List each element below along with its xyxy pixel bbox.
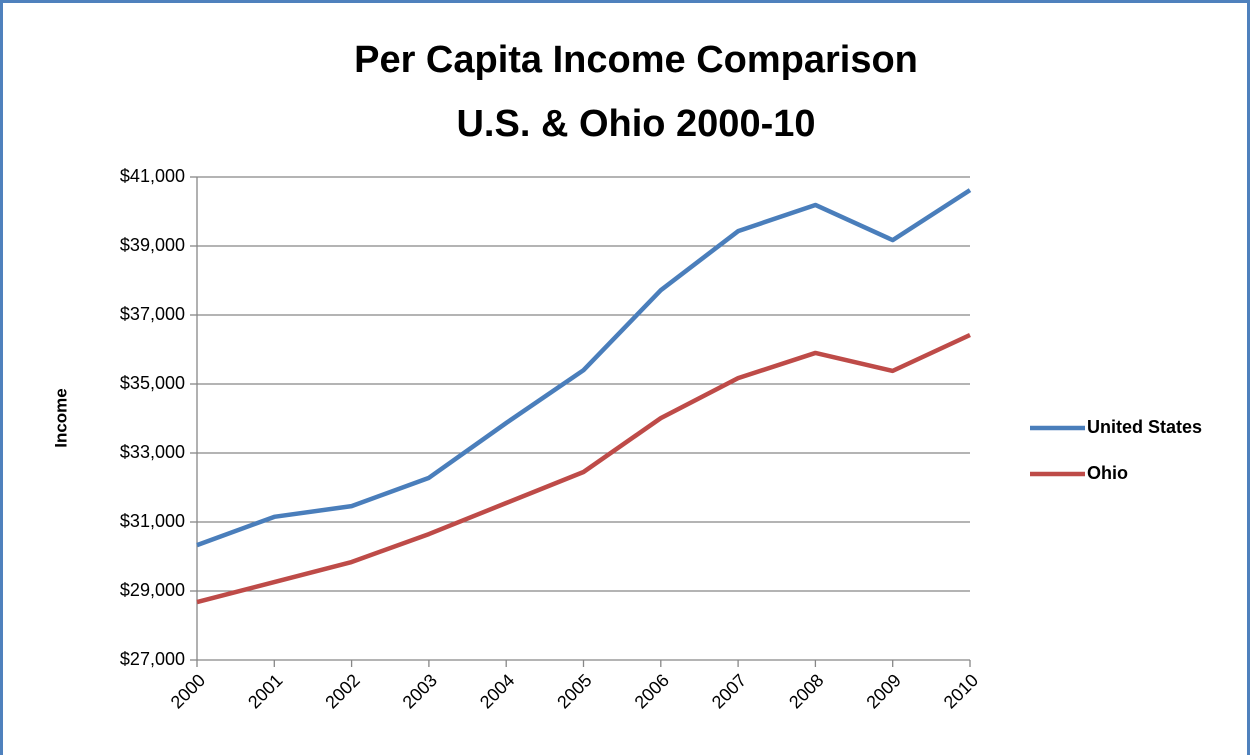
y-tick-label: $35,000 (120, 373, 185, 393)
y-tick-label: $31,000 (120, 511, 185, 531)
y-tick-label: $33,000 (120, 442, 185, 462)
y-tick-label: $41,000 (120, 166, 185, 186)
y-tick-label: $39,000 (120, 235, 185, 255)
series-line (196, 188, 972, 548)
legend-label: United States (1087, 417, 1202, 437)
legend-label: Ohio (1087, 463, 1128, 483)
y-axis-label: Income (51, 388, 70, 448)
chart-title: Per Capita Income Comparison (354, 39, 918, 81)
series-line (196, 332, 971, 605)
chart-title: U.S. & Ohio 2000-10 (456, 103, 815, 145)
y-tick-label: $29,000 (120, 580, 185, 600)
y-tick-label: $27,000 (120, 649, 185, 669)
y-tick-label: $37,000 (120, 304, 185, 324)
